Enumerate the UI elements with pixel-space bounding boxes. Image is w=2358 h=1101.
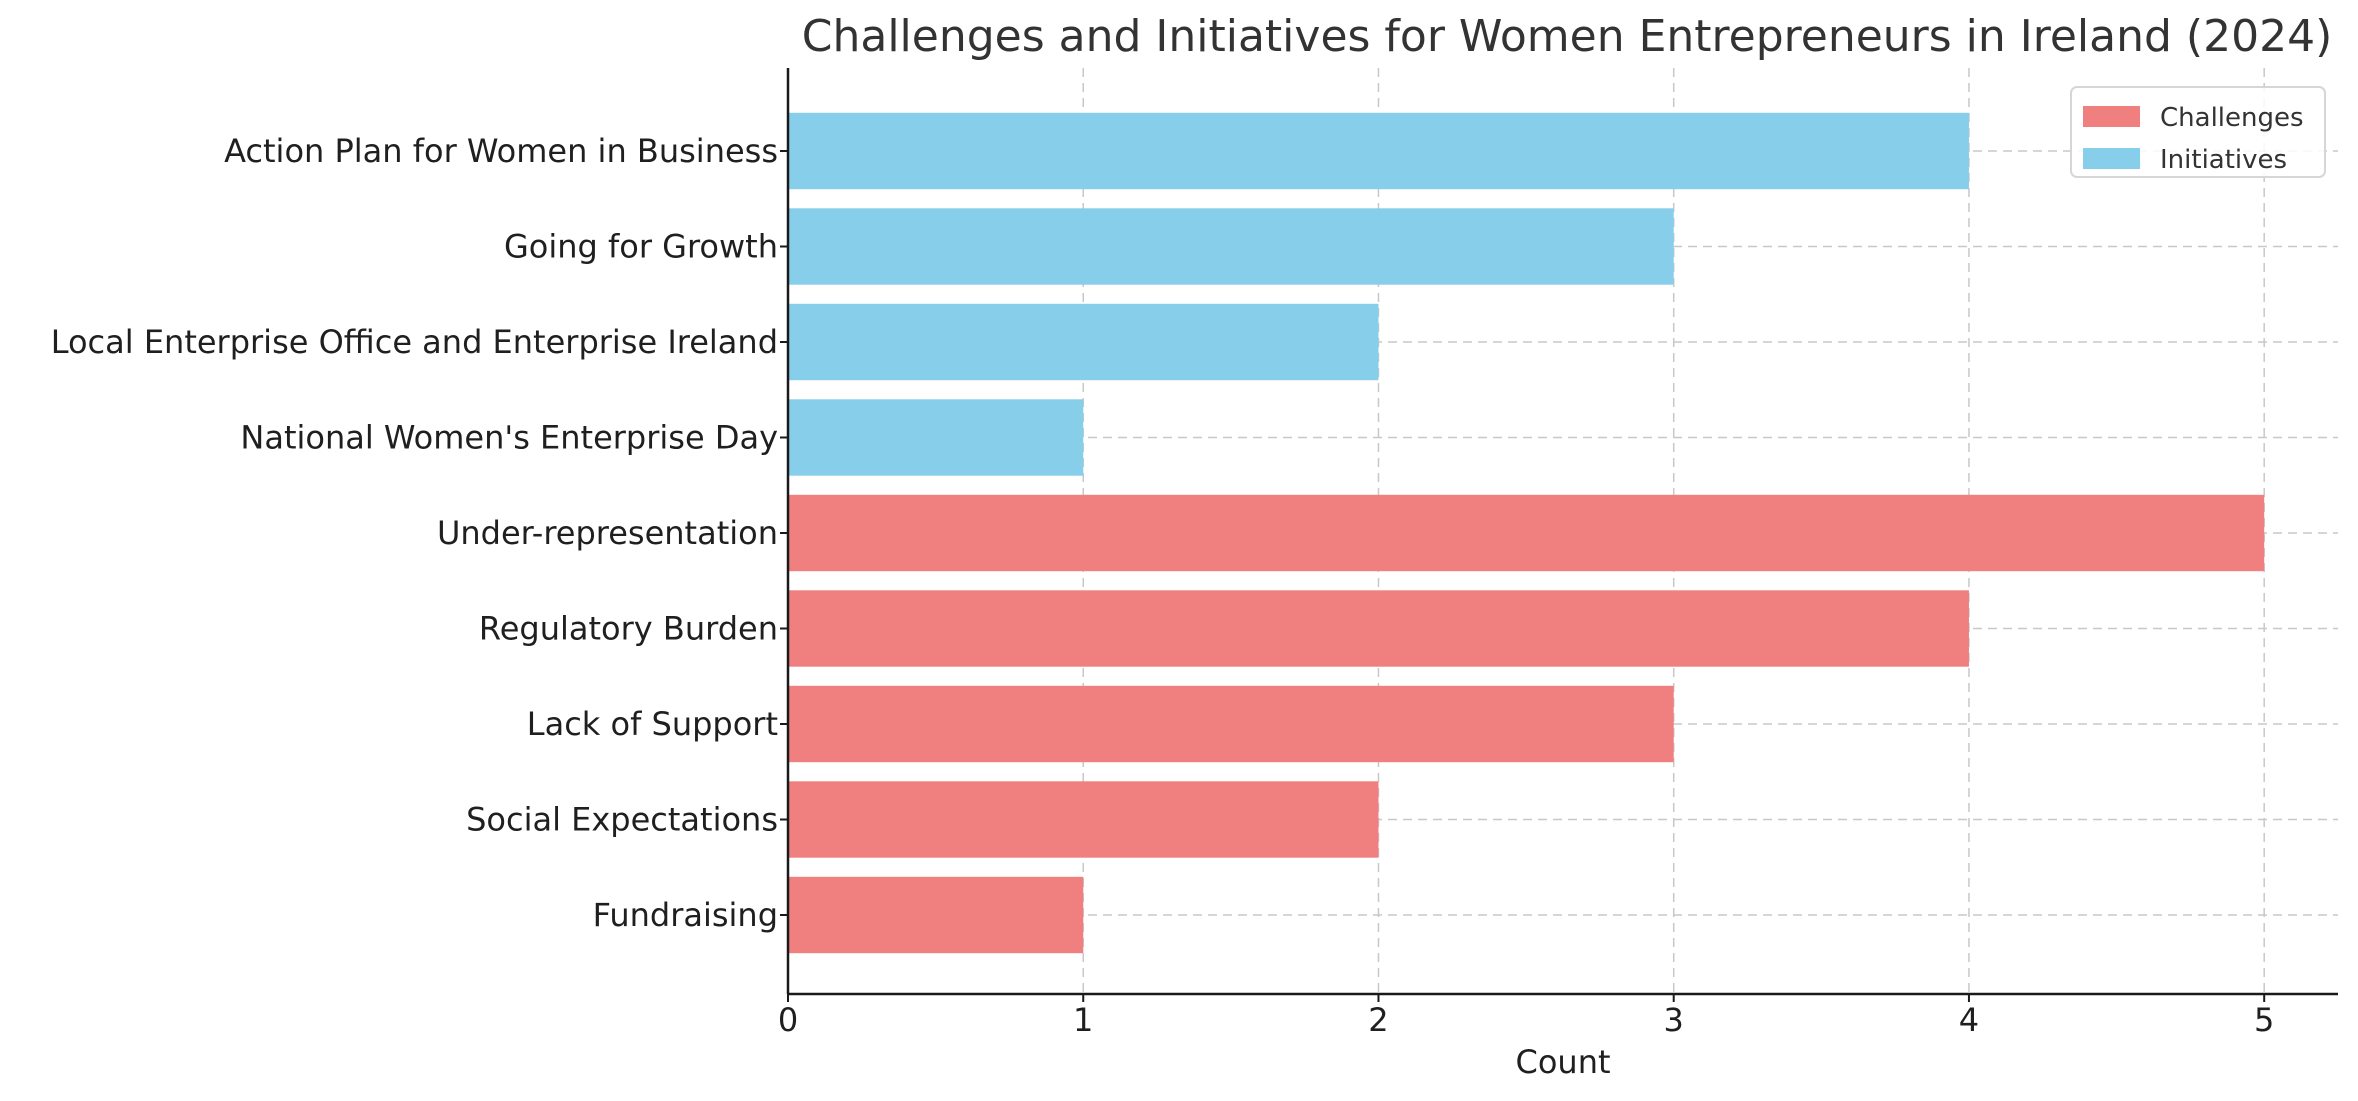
y-tick-labels: Fundraising Social Expectations Lack of Su…	[51, 132, 778, 934]
x-tick-labels: 0 1 2 3 4 5	[778, 1001, 2275, 1039]
y-tick-label: Under-representation	[437, 514, 778, 552]
y-tick-label: Social Expectations	[466, 801, 778, 839]
x-tick-label: 3	[1664, 1001, 1684, 1039]
y-tick-label: Action Plan for Women in Business	[224, 132, 778, 170]
bars	[788, 112, 2265, 954]
x-tick-label: 2	[1368, 1001, 1388, 1039]
y-tick-label: Local Enterprise Office and Enterprise I…	[51, 323, 778, 361]
legend-swatch-initiatives	[2083, 148, 2140, 169]
bar-under-representation	[788, 494, 2265, 572]
bar-local-enterprise-office-and-enterprise-ireland	[788, 303, 1379, 381]
x-axis-label: Count	[1515, 1043, 1610, 1081]
bar-regulatory-burden	[788, 590, 1969, 667]
bar-lack-of-support	[788, 685, 1674, 763]
x-tick-label: 1	[1073, 1001, 1093, 1039]
x-tick-label: 4	[1959, 1001, 1979, 1039]
y-tick-label: Lack of Support	[527, 705, 778, 743]
bar-going-for-growth	[788, 208, 1674, 285]
bar-fundraising	[788, 876, 1084, 954]
x-tick-label: 0	[778, 1001, 798, 1039]
bar-action-plan-for-women-in-business	[788, 112, 1969, 190]
legend: Challenges Initiatives	[2070, 86, 2326, 178]
bar-national-women-s-enterprise-day	[788, 399, 1084, 476]
x-tick-label: 5	[2254, 1001, 2274, 1039]
legend-label-initiatives: Initiatives	[2160, 145, 2287, 175]
y-tick-label: National Women's Enterprise Day	[240, 419, 778, 457]
y-tick-label: Going for Growth	[504, 228, 778, 266]
legend-label-challenges: Challenges	[2160, 103, 2304, 133]
y-tick-label: Fundraising	[593, 896, 778, 934]
legend-swatch-challenges	[2083, 106, 2140, 127]
axes	[780, 68, 2338, 1002]
bar-social-expectations	[788, 781, 1379, 858]
y-tick-label: Regulatory Burden	[479, 610, 778, 648]
chart-title: Challenges and Initiatives for Women Ent…	[802, 11, 2332, 62]
